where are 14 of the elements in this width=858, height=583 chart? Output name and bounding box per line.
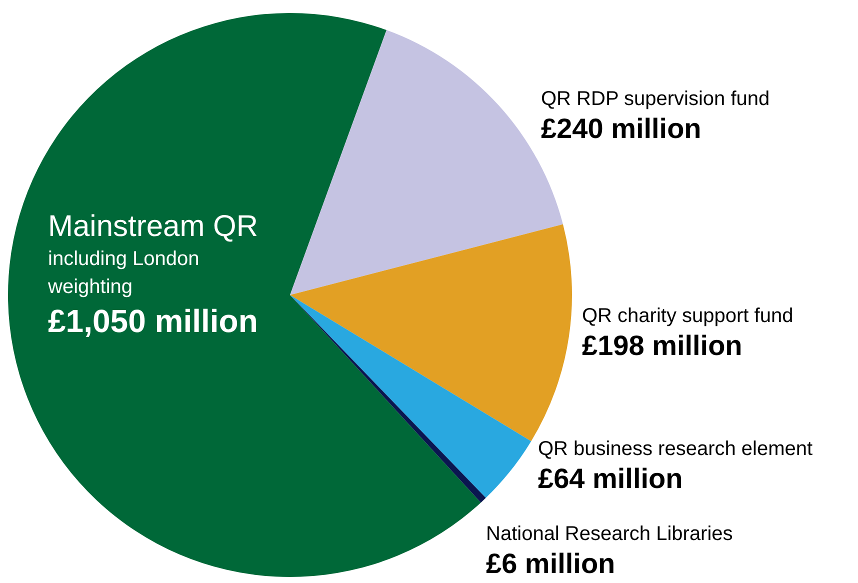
data-label: £6 million (486, 547, 616, 581)
slice-label: QR RDP supervision fund (541, 88, 770, 111)
pie-slice (8, 13, 481, 577)
pie-slice (290, 295, 532, 498)
pie-slice (290, 224, 572, 442)
text: including London weighting (48, 246, 200, 300)
data-label: £198 million (582, 329, 744, 363)
slice-label: Mainstream QR (48, 210, 258, 244)
slice-label: National Research Libraries (486, 523, 733, 546)
data-label: £1,050 million (48, 302, 258, 340)
slice-label: QR business research element (538, 438, 813, 461)
slice-label: QR charity support fund (582, 305, 794, 328)
data-label: £64 million (538, 462, 684, 496)
data-label: £240 million (541, 112, 702, 146)
